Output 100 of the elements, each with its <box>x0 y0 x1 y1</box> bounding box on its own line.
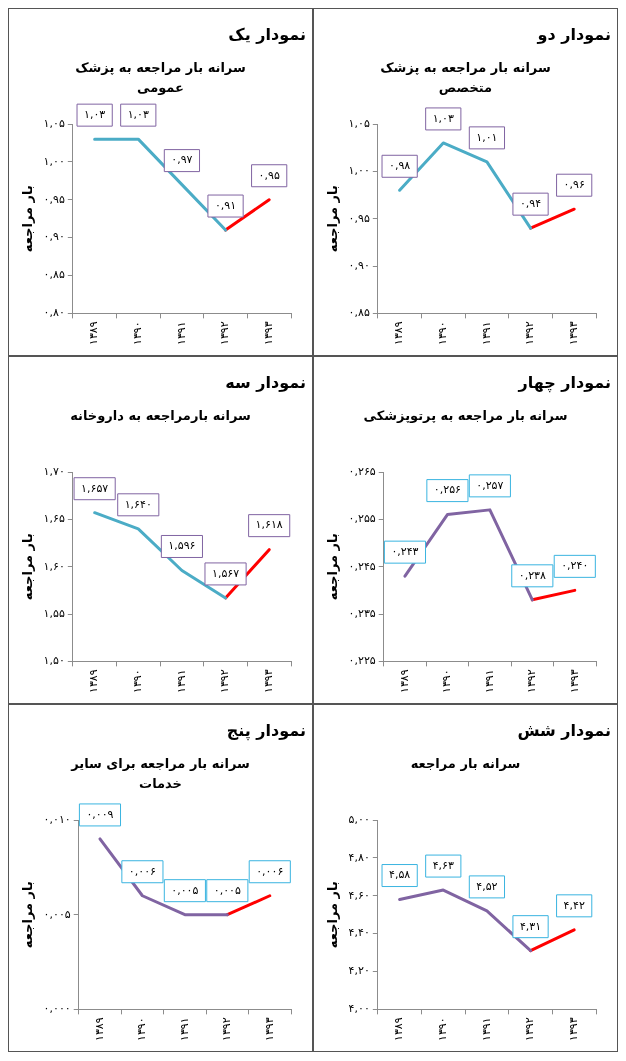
x-tick-label: ۱۳۹۲ <box>218 669 232 694</box>
data-label: ۰,۰۰۵ <box>171 883 199 897</box>
y-tick-label: ۰,۸۵ <box>43 268 65 282</box>
x-tick-label: ۱۳۹۰ <box>440 669 454 694</box>
y-axis-title: بار مراجعه <box>20 533 36 601</box>
data-label: ۰,۲۴۰ <box>561 559 589 573</box>
x-tick-label: ۱۳۹۲ <box>218 321 232 346</box>
data-label: ۴,۵۲ <box>476 879 498 893</box>
x-tick-label: ۱۳۹۳ <box>262 1017 276 1042</box>
y-tick-label: ۰,۸۵ <box>348 306 370 320</box>
data-label: ۰,۹۷ <box>171 153 193 167</box>
data-label: ۰,۹۵ <box>258 168 280 182</box>
data-label: ۰,۲۵۷ <box>476 478 504 492</box>
chart-subtitle: سرانه بار مراجعه به پزشک متخصص <box>379 59 552 97</box>
x-tick-label: ۱۳۹۱ <box>174 669 188 694</box>
x-tick-label: ۱۳۹۰ <box>436 1017 450 1042</box>
x-tick-label: ۱۳۸۹ <box>397 669 411 694</box>
y-tick-label: ۴,۸۰ <box>348 850 370 864</box>
x-tick-label: ۱۳۹۳ <box>567 669 581 694</box>
data-label: ۱,۰۳ <box>432 111 454 125</box>
x-tick-label: ۱۳۸۹ <box>392 321 406 346</box>
y-tick-label: ۰,۹۵ <box>43 192 65 206</box>
x-tick-label: ۱۳۹۳ <box>567 1017 581 1042</box>
data-label: ۰,۹۴ <box>519 197 542 211</box>
data-label: ۰,۰۰۶ <box>128 864 156 878</box>
y-tick-label: ۱,۵۰ <box>43 654 65 668</box>
data-label: ۰,۰۰۵ <box>213 883 241 897</box>
y-tick-label: ۱,۰۰ <box>348 164 370 178</box>
data-label: ۰,۲۳۸ <box>518 568 546 582</box>
x-tick-label: ۱۳۹۱ <box>177 1017 191 1042</box>
y-tick-label: ۱,۶۰ <box>43 559 65 573</box>
y-tick-label: ۱,۵۵ <box>43 606 65 620</box>
y-tick-label: ۱,۰۵ <box>348 116 370 130</box>
x-tick-label: ۱۳۸۹ <box>87 669 101 694</box>
y-tick-label: ۰,۲۳۵ <box>348 606 376 620</box>
x-tick-label: ۱۳۸۹ <box>92 1017 106 1042</box>
data-label: ۰,۹۸ <box>389 159 411 173</box>
y-axis-title: بار مراجعه <box>20 185 36 253</box>
chart-subtitle: سرانه بار مراجعه به پزشک عمومی <box>74 59 247 97</box>
y-tick-label: ۰,۰۱۰ <box>43 812 71 826</box>
chart-title: نمودار یک <box>227 25 306 44</box>
chart-title: نمودار سه <box>224 373 306 392</box>
x-tick-label: ۱۳۹۱ <box>482 669 496 694</box>
y-tick-label: ۰,۰۰۰ <box>43 1002 71 1016</box>
data-label: ۴,۳۱ <box>519 919 542 933</box>
data-label: ۰,۲۴۳ <box>391 545 419 559</box>
x-tick-label: ۱۳۸۹ <box>87 321 101 346</box>
x-tick-label: ۱۳۸۹ <box>392 1017 406 1042</box>
x-tick-label: ۱۳۹۱ <box>174 321 188 346</box>
x-tick-label: ۱۳۹۰ <box>131 669 145 694</box>
y-tick-label: ۴,۴۰ <box>348 926 370 940</box>
y-tick-label: ۵,۰۰ <box>348 812 370 826</box>
x-tick-label: ۱۳۹۳ <box>262 669 276 694</box>
data-label: ۱,۶۱۸ <box>255 518 283 532</box>
chart-subtitle: سرانه بار مراجعه <box>409 755 522 773</box>
chart-subtitle: سرانه بارمراجعه به داروخانه <box>69 407 252 425</box>
y-tick-label: ۰,۲۶۵ <box>348 464 376 478</box>
chart-subtitle: سرانه بار مراجعه به پرتوپزشکی <box>362 407 569 425</box>
y-tick-label: ۰,۰۰۵ <box>43 907 71 921</box>
chart-title: نمودار دو <box>535 25 611 44</box>
data-label: ۱,۵۶۷ <box>211 566 240 580</box>
y-tick-label: ۱,۷۰ <box>43 464 65 478</box>
x-tick-label: ۱۳۹۲ <box>523 1017 537 1042</box>
data-label: ۰,۰۰۹ <box>86 807 114 821</box>
data-label: ۰,۲۵۶ <box>433 483 461 497</box>
y-axis-title: بار مراجعه <box>325 533 341 601</box>
data-label: ۱,۰۳ <box>84 108 106 122</box>
data-label: ۴,۴۲ <box>563 898 585 912</box>
data-label: ۴,۶۳ <box>432 858 454 872</box>
data-label: ۱,۰۱ <box>476 130 498 144</box>
data-label: ۱,۰۳ <box>127 108 149 122</box>
x-tick-label: ۱۳۹۲ <box>523 321 537 346</box>
y-axis-title: بار مراجعه <box>20 881 36 949</box>
y-tick-label: ۰,۲۴۵ <box>348 559 376 573</box>
y-tick-label: ۰,۲۵۵ <box>348 512 376 526</box>
y-tick-label: ۰,۹۰ <box>348 258 370 272</box>
data-label: ۴,۵۸ <box>389 868 411 882</box>
y-tick-label: ۱,۰۰ <box>43 154 65 168</box>
y-axis-title: بار مراجعه <box>325 881 341 949</box>
data-label: ۱,۵۹۶ <box>168 539 196 553</box>
chart-title: نمودار شش <box>516 721 611 740</box>
data-label: ۱,۶۵۷ <box>81 481 109 495</box>
y-tick-label: ۱,۰۵ <box>43 116 65 130</box>
data-label: ۰,۰۰۶ <box>256 864 284 878</box>
x-tick-label: ۱۳۹۱ <box>479 321 493 346</box>
x-tick-label: ۱۳۹۳ <box>567 321 581 346</box>
data-label: ۰,۹۶ <box>563 178 585 192</box>
x-tick-label: ۱۳۹۰ <box>135 1017 149 1042</box>
y-tick-label: ۰,۸۰ <box>43 306 65 320</box>
y-tick-label: ۰,۹۰ <box>43 230 65 244</box>
data-label: ۰,۹۱ <box>214 198 237 212</box>
x-tick-label: ۱۳۹۳ <box>262 321 276 346</box>
y-tick-label: ۴,۲۰ <box>348 964 370 978</box>
y-tick-label: ۰,۹۵ <box>348 211 370 225</box>
x-tick-label: ۱۳۹۲ <box>525 669 539 694</box>
x-tick-label: ۱۳۹۰ <box>131 321 145 346</box>
x-tick-label: ۱۳۹۱ <box>479 1017 493 1042</box>
y-tick-label: ۰,۲۲۵ <box>348 654 376 668</box>
data-label: ۱,۶۴۰ <box>124 497 152 511</box>
chart-title: نمودار پنج <box>225 721 306 740</box>
